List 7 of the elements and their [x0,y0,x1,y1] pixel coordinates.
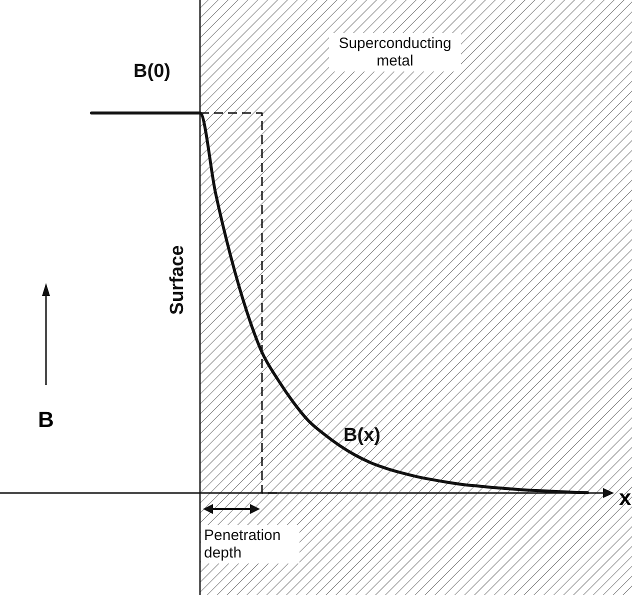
text: Superconducting metal [338,35,452,70]
text: Penetration depth [204,527,281,562]
annotation: Surface [167,245,188,315]
y-axis-title: B [38,407,54,432]
annotation: B(x) [344,425,380,446]
text: B(0) [134,61,170,82]
x-axis-title: x [619,485,632,510]
